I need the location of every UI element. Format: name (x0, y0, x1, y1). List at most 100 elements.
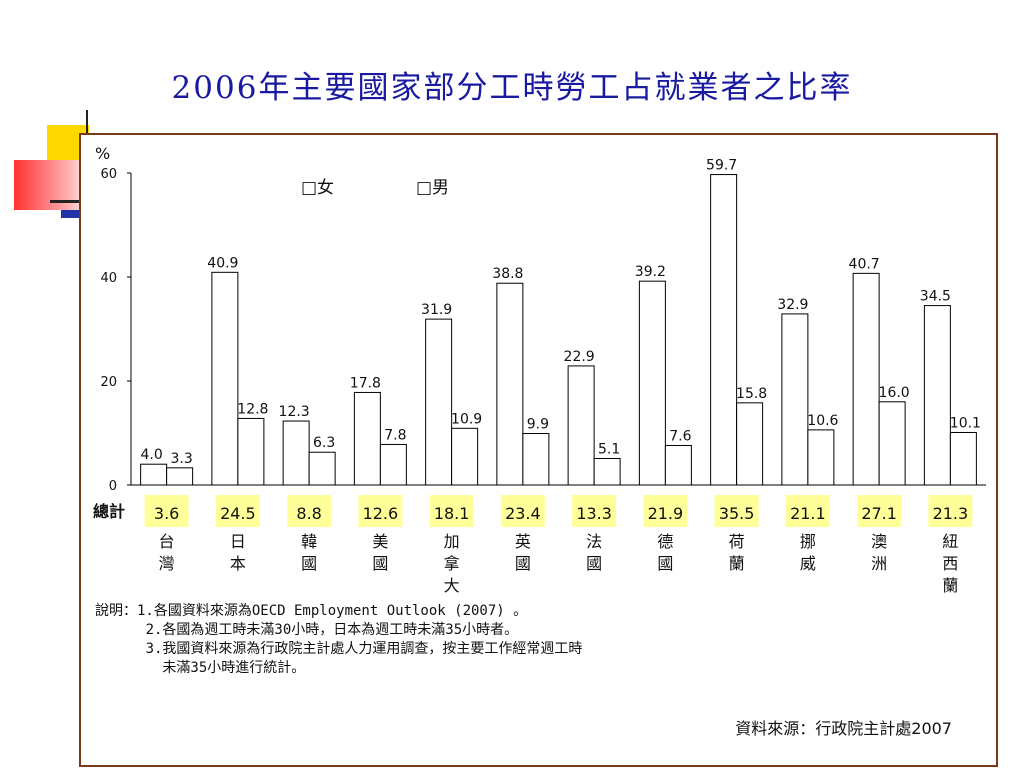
bar-male-7 (664, 444, 692, 486)
bar-male-2 (308, 451, 336, 486)
total-value-9: 21.1 (790, 504, 826, 523)
total-box-9 (785, 495, 830, 527)
category-label-2-1: 國 (301, 554, 317, 573)
data-label-female-2: 12.3 (279, 404, 310, 420)
note-line-3: 3.我國資料來源為行政院主計處人力運用調查，按主要工作經常週工時 (95, 641, 583, 657)
category-label-7-1: 國 (657, 554, 673, 573)
total-box-8 (714, 495, 759, 527)
data-label-female-3: 17.8 (350, 375, 381, 391)
totals-row-label: 總計 (93, 502, 125, 521)
total-value-8: 35.5 (719, 504, 755, 523)
data-label-male-9: 10.6 (807, 413, 838, 429)
data-label-male-10: 16.0 (879, 385, 910, 401)
bar-male-9 (807, 429, 835, 486)
category-label-7: 德 (657, 532, 673, 551)
bar-female-5 (496, 282, 524, 486)
bar-female-7 (638, 280, 666, 486)
bar-male-0 (166, 467, 194, 486)
category-label-4: 加 (444, 532, 460, 551)
total-value-0: 3.6 (154, 504, 179, 523)
category-label-0-1: 灣 (159, 554, 175, 573)
bar-male-1 (237, 417, 265, 486)
category-label-10: 澳 (871, 532, 887, 551)
total-value-11: 21.3 (933, 504, 969, 523)
bar-female-9 (781, 313, 809, 486)
data-label-male-4: 10.9 (451, 411, 482, 427)
total-box-11 (928, 495, 973, 527)
notes: 說明：1.各國資料來源為OECD Employment Outlook (200… (95, 602, 582, 678)
total-value-4: 18.1 (434, 504, 470, 523)
note-line-1: 說明：1.各國資料來源為OECD Employment Outlook (200… (95, 603, 528, 619)
data-label-female-7: 39.2 (635, 264, 666, 280)
data-label-female-9: 32.9 (777, 297, 808, 313)
category-label-8-1: 蘭 (729, 554, 745, 573)
data-label-female-5: 38.8 (492, 266, 523, 282)
y-tick-label-60: 60 (100, 167, 117, 182)
data-label-male-8: 15.8 (736, 386, 767, 402)
bar-female-4 (425, 318, 453, 486)
bar-female-0 (140, 463, 168, 486)
data-label-male-5: 9.9 (527, 417, 549, 433)
bar-female-8 (710, 174, 738, 486)
category-label-1: 日 (230, 532, 246, 551)
total-value-5: 23.4 (505, 504, 541, 523)
total-value-2: 8.8 (296, 504, 321, 523)
bar-male-8 (736, 402, 764, 486)
data-label-male-1: 12.8 (237, 401, 268, 417)
total-box-7 (643, 495, 688, 527)
slide-title: 2006年主要國家部分工時勞工占就業者之比率 (171, 70, 853, 106)
data-label-female-11: 34.5 (920, 289, 951, 305)
category-label-10-1: 洲 (871, 554, 887, 573)
total-box-4 (429, 495, 474, 527)
bar-male-10 (878, 401, 906, 486)
data-label-female-6: 22.9 (564, 349, 595, 365)
bar-male-11 (949, 431, 977, 486)
category-label-9: 挪 (800, 532, 816, 551)
data-label-female-1: 40.9 (207, 255, 238, 271)
bar-male-5 (522, 433, 550, 486)
data-label-male-0: 3.3 (170, 451, 192, 467)
data-label-male-11: 10.1 (950, 415, 981, 431)
total-box-0 (144, 495, 189, 527)
y-tick-label-40: 40 (100, 271, 117, 286)
data-label-female-10: 40.7 (849, 256, 880, 272)
data-label-female-4: 31.9 (421, 302, 452, 318)
total-box-2 (287, 495, 332, 527)
category-label-4-2: 大 (444, 576, 460, 595)
category-label-2: 韓 (301, 532, 317, 551)
legend-male: □男 (416, 178, 449, 198)
category-label-9-1: 威 (800, 554, 816, 573)
category-label-11-2: 蘭 (942, 576, 958, 595)
category-label-6-1: 國 (586, 554, 602, 573)
y-axis-unit: % (95, 144, 110, 163)
bar-female-6 (567, 365, 595, 486)
category-label-3-1: 國 (372, 554, 388, 573)
y-tick-label-0: 0 (109, 479, 117, 494)
bar-female-2 (282, 420, 310, 486)
total-box-3 (358, 495, 403, 527)
y-tick-label-20: 20 (100, 375, 117, 390)
data-label-female-0: 4.0 (140, 447, 162, 463)
data-label-female-8: 59.7 (706, 158, 737, 174)
total-box-5 (500, 495, 545, 527)
bar-female-1 (211, 271, 239, 486)
chart-frame: % 0 20 40 60 □女 □男 4.0 3.3 3.6 台灣 40.9 12.8 24.5 日本 12.… (79, 133, 998, 767)
total-box-1 (215, 495, 260, 527)
bar-male-3 (379, 443, 407, 486)
category-label-8: 荷 (729, 532, 745, 551)
bar-female-3 (353, 391, 381, 486)
bar-chart: % 0 20 40 60 □女 □男 4.0 3.3 3.6 台灣 40.9 12.8 24.5 日本 12.… (93, 144, 986, 595)
category-label-1-1: 本 (230, 554, 246, 573)
legend-female: □女 (301, 178, 334, 198)
total-value-10: 27.1 (861, 504, 897, 523)
total-value-3: 12.6 (363, 504, 399, 523)
category-label-4-1: 拿 (444, 554, 460, 573)
category-label-0: 台 (159, 532, 175, 551)
total-box-10 (857, 495, 902, 527)
category-label-11-1: 西 (942, 554, 958, 573)
data-label-male-6: 5.1 (598, 441, 620, 457)
total-box-6 (572, 495, 617, 527)
data-label-male-7: 7.6 (669, 428, 691, 444)
category-label-5-1: 國 (515, 554, 531, 573)
category-label-3: 美 (372, 532, 388, 551)
